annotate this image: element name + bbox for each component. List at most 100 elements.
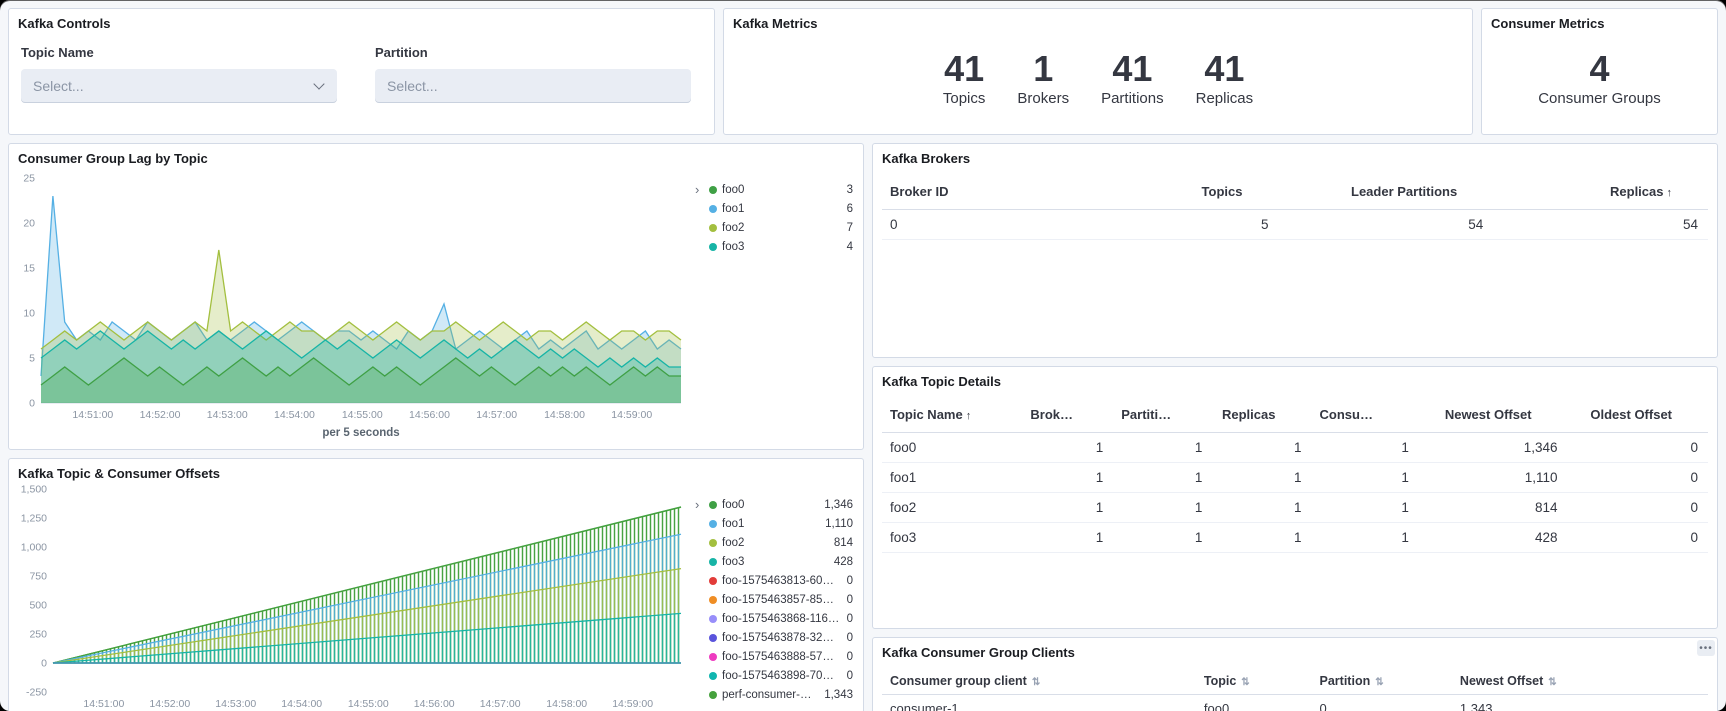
column-header[interactable]: Brokers: [1022, 397, 1114, 433]
svg-text:14:56:00: 14:56:00: [414, 698, 455, 710]
column-header-label: Topic Name: [890, 407, 963, 422]
table-cell: 1,110: [1418, 462, 1568, 493]
panel-consumer-metrics: Consumer Metrics 4 Consumer Groups: [1481, 8, 1718, 135]
svg-text:14:57:00: 14:57:00: [476, 409, 517, 421]
legend-item[interactable]: foo-1575463857-85… 0: [695, 590, 853, 609]
legend-item[interactable]: foo2 7: [695, 218, 853, 237]
panel-title-consumer-group-lag[interactable]: Consumer Group Lag by Topic: [18, 151, 208, 166]
metric-label: Consumer Groups: [1538, 89, 1661, 107]
table-cell: 1: [1212, 432, 1312, 463]
metric-value: 4: [1589, 48, 1610, 90]
column-header[interactable]: Broker ID: [882, 174, 1064, 210]
panel-title-consumer-group-clients[interactable]: Kafka Consumer Group Clients: [882, 645, 1075, 660]
panel-title-kafka-topic-details[interactable]: Kafka Topic Details: [882, 374, 1001, 389]
svg-text:14:59:00: 14:59:00: [611, 409, 652, 421]
column-header[interactable]: Oldest Offset: [1567, 397, 1708, 433]
legend-item[interactable]: foo-1575463868-116… 0: [695, 609, 853, 628]
column-header-label: Broker ID: [890, 184, 949, 199]
legend-item[interactable]: foo3 428: [695, 552, 853, 571]
svg-text:14:52:00: 14:52:00: [149, 698, 190, 710]
column-header-label: Replicas: [1610, 184, 1664, 199]
column-header[interactable]: Topic Name ↑: [882, 397, 1023, 433]
legend-color-dot: [709, 185, 717, 194]
legend-item[interactable]: foo1 1,110: [695, 514, 853, 533]
legend-item[interactable]: foo-1575463898-70… 0: [695, 666, 853, 685]
legend-color-dot: [709, 204, 717, 213]
svg-text:per 5 seconds: per 5 seconds: [322, 427, 399, 439]
panel-options-button[interactable]: •••: [1697, 640, 1715, 656]
legend-series-value: 4: [846, 240, 853, 253]
panel-title-consumer-metrics[interactable]: Consumer Metrics: [1491, 16, 1605, 31]
column-header-label: Leader Partitions: [1351, 184, 1458, 199]
svg-text:14:57:00: 14:57:00: [480, 698, 521, 710]
chevron-right-icon[interactable]: ›: [695, 182, 700, 197]
column-header[interactable]: Consumer group client ⇅: [882, 668, 1196, 695]
table-cell: consumer-1: [882, 694, 1196, 711]
table-row: foo1 1 1 1 1 1,110 0: [882, 462, 1708, 493]
legend-item[interactable]: foo-1575463813-60… 0: [695, 571, 853, 590]
svg-text:15: 15: [23, 263, 35, 275]
legend-item[interactable]: foo3 4: [695, 237, 853, 256]
svg-text:14:55:00: 14:55:00: [348, 698, 389, 710]
column-header[interactable]: Topic ⇅: [1195, 668, 1312, 695]
column-header[interactable]: Replicas: [1212, 397, 1312, 433]
legend-item[interactable]: perf-consumer-… 1,343: [695, 685, 853, 704]
legend-color-dot: [709, 538, 717, 547]
svg-text:5: 5: [29, 353, 35, 365]
table-cell: 5: [1063, 209, 1279, 240]
legend-color-dot: [709, 519, 717, 528]
legend-item[interactable]: foo-1575463888-57… 0: [695, 647, 853, 666]
chevron-right-icon[interactable]: ›: [695, 497, 700, 512]
table-cell: foo0: [882, 432, 1023, 463]
partition-select[interactable]: Select...: [375, 69, 691, 103]
legend-series-value: 1,343: [824, 688, 853, 701]
legend-item[interactable]: foo2 814: [695, 533, 853, 552]
topic-details-table: Topic Name ↑ Brokers Partitions Replicas Cons…: [882, 397, 1708, 553]
lag-chart-svg: 0 5 10 15 20 25 14:51:00 14:52:00 14:53:00 14:54:…: [23, 173, 682, 439]
offsets-chart-legend: › foo0 1,346 foo1 1,110 foo2 814 foo3 428 foo-157…: [695, 495, 853, 704]
legend-series-value: 1,346: [824, 498, 853, 511]
metric-label: Topics: [942, 89, 986, 107]
metric-value: 1: [1033, 48, 1054, 90]
svg-text:1,250: 1,250: [21, 513, 47, 525]
sortable-icon: ⇅: [1548, 677, 1557, 688]
legend-item[interactable]: › foo0 1,346: [695, 495, 853, 514]
column-header[interactable]: Topics: [1063, 174, 1279, 210]
svg-text:25: 25: [23, 173, 35, 185]
legend-item[interactable]: › foo0 3: [695, 180, 853, 199]
column-header[interactable]: Newest Offset: [1418, 397, 1568, 433]
column-header[interactable]: Newest Offset ⇅: [1451, 668, 1708, 695]
column-header[interactable]: Partition ⇅: [1311, 668, 1452, 695]
panel-title-topic-consumer-offsets[interactable]: Kafka Topic & Consumer Offsets: [18, 466, 221, 481]
legend-series-name: foo-1575463898-70…: [722, 669, 834, 682]
table-row: foo2 1 1 1 1 814 0: [882, 492, 1708, 523]
legend-series-value: 0: [846, 650, 853, 663]
svg-text:750: 750: [29, 571, 47, 583]
legend-color-dot: [709, 633, 717, 642]
legend-color-dot: [709, 223, 717, 232]
panel-title-kafka-metrics[interactable]: Kafka Metrics: [733, 16, 818, 31]
offsets-chart: -250 0 250 500 750 1,000 1,250 1,500 14:51:00 14:…: [13, 483, 689, 711]
legend-series-value: 428: [833, 555, 853, 568]
column-header-label: Oldest Offset: [1590, 407, 1672, 422]
topic-name-select[interactable]: Select...: [21, 69, 337, 103]
legend-series-value: 1,110: [825, 517, 853, 530]
legend-item[interactable]: foo1 6: [695, 199, 853, 218]
column-header[interactable]: Consumers: [1311, 397, 1419, 433]
metric-replicas: 41 Replicas: [1196, 50, 1254, 107]
table-cell: 0: [1567, 462, 1708, 493]
column-header[interactable]: Leader Partitions: [1278, 174, 1494, 210]
table-cell: foo3: [882, 522, 1023, 553]
metric-value: 41: [944, 48, 985, 90]
column-header[interactable]: Replicas ↑: [1493, 174, 1708, 210]
legend-item[interactable]: foo-1575463878-32… 0: [695, 628, 853, 647]
legend-series-name: foo-1575463888-57…: [722, 650, 834, 663]
table-row: 0 5 54 54: [882, 209, 1708, 240]
panel-title-kafka-controls[interactable]: Kafka Controls: [18, 16, 111, 31]
svg-text:10: 10: [23, 308, 35, 320]
panel-title-kafka-brokers[interactable]: Kafka Brokers: [882, 151, 971, 166]
column-header[interactable]: Partitions: [1113, 397, 1213, 433]
sortable-icon: ⇅: [1241, 677, 1250, 688]
panel-kafka-topic-details: Kafka Topic Details Topic Name ↑ Brokers Pa…: [872, 366, 1718, 629]
table-cell: foo0: [1195, 694, 1312, 711]
